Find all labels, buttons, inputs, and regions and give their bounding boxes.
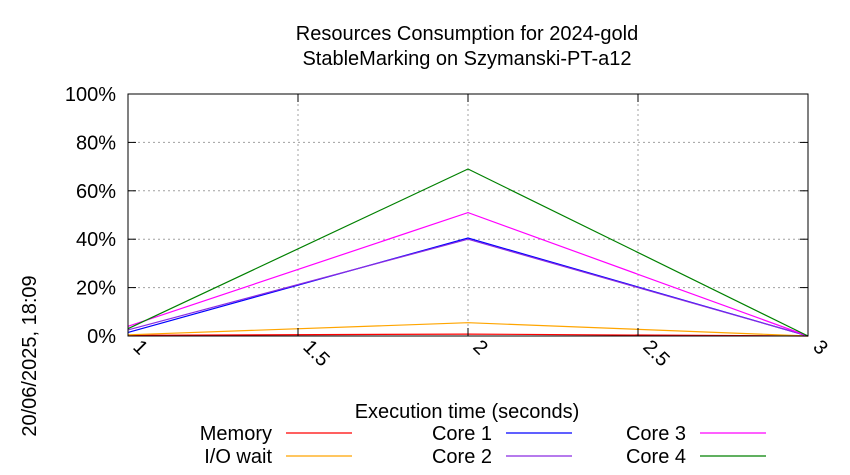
y-tick-label: 20%: [76, 278, 116, 300]
legend-label-core-1: Core 1: [432, 423, 492, 445]
series-line-core-3: [127, 211, 809, 337]
x-tick-label: 2.5: [638, 336, 673, 371]
x-tick-label: 3: [808, 336, 831, 359]
y-tick-label: 0%: [87, 326, 116, 348]
legend-label-core-3: Core 3: [626, 423, 686, 445]
axis-ticks: 0% 20% 40% 60% 80% 100% 1 1.5 2 2.5 3: [65, 84, 832, 371]
timestamp-label: 20/06/2025, 18:09: [19, 275, 41, 436]
y-tick-label: 40%: [76, 229, 116, 251]
chart-title: Resources Consumption for 2024-gold: [296, 23, 638, 45]
legend-label-core-4: Core 4: [626, 446, 686, 468]
y-tick-label: 100%: [65, 84, 116, 106]
legend-label-core-2: Core 2: [432, 446, 492, 468]
series-line-core-4: [127, 168, 809, 337]
y-tick-label: 60%: [76, 181, 116, 203]
x-tick-label: 2: [468, 336, 491, 359]
x-tick-label: 1: [128, 336, 151, 359]
grid: [128, 94, 808, 336]
x-tick-label: 1.5: [298, 336, 333, 371]
series-line-core-2: [127, 238, 809, 337]
x-axis-label: Execution time (seconds): [355, 401, 580, 423]
legend-label-memory: Memory: [200, 423, 272, 445]
y-tick-label: 80%: [76, 132, 116, 154]
legend-label-i-o-wait: I/O wait: [204, 446, 272, 468]
series-line-i-o-wait: [127, 322, 809, 337]
chart-subtitle: StableMarking on Szymanski-PT-a12: [302, 48, 631, 70]
series-line-core-1: [127, 237, 809, 337]
